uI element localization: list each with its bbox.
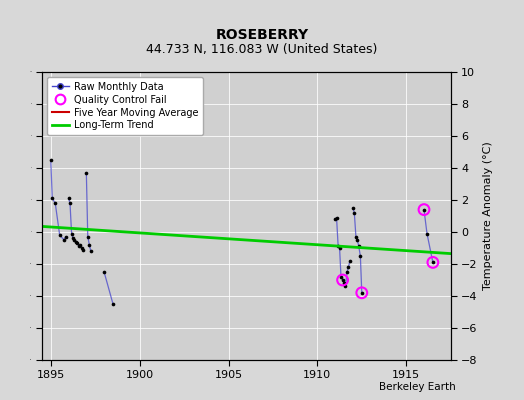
Point bbox=[356, 253, 365, 259]
Point bbox=[331, 216, 340, 222]
Point bbox=[86, 248, 95, 254]
Point bbox=[75, 243, 83, 250]
Point bbox=[343, 269, 351, 275]
Point bbox=[69, 235, 77, 242]
Point bbox=[340, 280, 348, 286]
Point bbox=[357, 290, 366, 296]
Point bbox=[335, 245, 344, 251]
Point bbox=[339, 277, 347, 283]
Point bbox=[56, 232, 64, 238]
Point bbox=[73, 240, 82, 246]
Point bbox=[77, 242, 85, 248]
Point bbox=[346, 258, 354, 264]
Point bbox=[348, 205, 357, 211]
Point bbox=[341, 283, 350, 290]
Point bbox=[85, 242, 94, 248]
Point bbox=[429, 259, 437, 266]
Point bbox=[82, 170, 91, 176]
Legend: Raw Monthly Data, Quality Control Fail, Five Year Moving Average, Long-Term Tren: Raw Monthly Data, Quality Control Fail, … bbox=[47, 77, 203, 135]
Point bbox=[332, 214, 341, 221]
Point bbox=[353, 237, 362, 243]
Point bbox=[334, 243, 342, 250]
Point bbox=[355, 243, 363, 250]
Point bbox=[337, 274, 345, 280]
Point bbox=[344, 264, 353, 270]
Point bbox=[350, 210, 358, 216]
Point bbox=[72, 238, 80, 245]
Point bbox=[78, 245, 86, 251]
Point bbox=[100, 269, 108, 275]
Point bbox=[79, 246, 88, 253]
Point bbox=[423, 230, 431, 237]
Point bbox=[357, 290, 366, 296]
Point bbox=[109, 301, 117, 307]
Point bbox=[339, 277, 347, 283]
Point bbox=[83, 234, 92, 240]
Point bbox=[420, 206, 428, 213]
Text: 44.733 N, 116.083 W (United States): 44.733 N, 116.083 W (United States) bbox=[146, 43, 378, 56]
Point bbox=[64, 195, 73, 202]
Point bbox=[68, 230, 76, 237]
Text: Berkeley Earth: Berkeley Earth bbox=[379, 382, 456, 392]
Point bbox=[420, 206, 428, 213]
Point bbox=[61, 234, 70, 240]
Point bbox=[352, 234, 360, 240]
Point bbox=[66, 200, 74, 206]
Y-axis label: Temperature Anomaly (°C): Temperature Anomaly (°C) bbox=[483, 142, 493, 290]
Point bbox=[47, 157, 55, 163]
Point bbox=[429, 259, 437, 266]
Point bbox=[51, 200, 59, 206]
Point bbox=[60, 237, 68, 243]
Text: ROSEBERRY: ROSEBERRY bbox=[215, 28, 309, 42]
Point bbox=[70, 237, 79, 243]
Point bbox=[48, 195, 57, 202]
